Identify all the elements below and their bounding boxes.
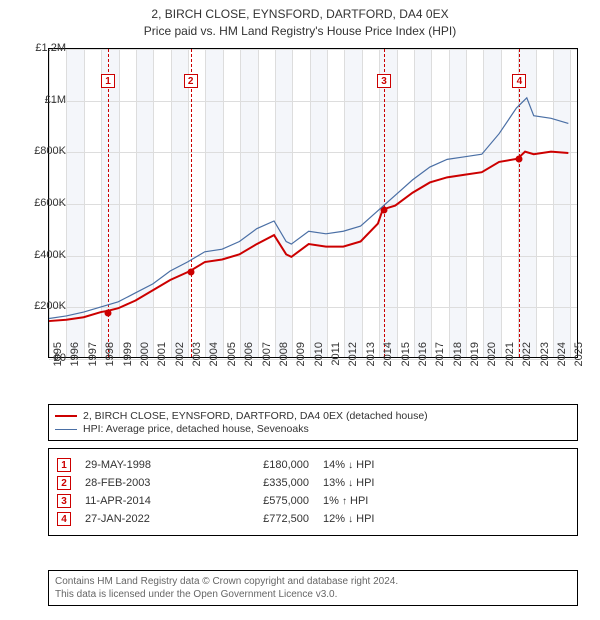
x-axis-label: 2020 bbox=[486, 342, 498, 382]
x-axis-label: 1997 bbox=[87, 342, 99, 382]
x-axis-label: 2003 bbox=[191, 342, 203, 382]
x-axis-label: 2021 bbox=[504, 342, 516, 382]
x-axis-label: 2006 bbox=[243, 342, 255, 382]
legend: 2, BIRCH CLOSE, EYNSFORD, DARTFORD, DA4 … bbox=[48, 404, 578, 441]
x-axis-label: 2000 bbox=[139, 342, 151, 382]
title-block: 2, BIRCH CLOSE, EYNSFORD, DARTFORD, DA4 … bbox=[0, 0, 600, 42]
x-axis-label: 2022 bbox=[521, 342, 533, 382]
y-axis-label: £800K bbox=[24, 145, 66, 157]
y-axis-label: £1.2M bbox=[24, 42, 66, 54]
x-axis-label: 2015 bbox=[400, 342, 412, 382]
y-axis-label: £400K bbox=[24, 249, 66, 261]
footer-line-1: Contains HM Land Registry data © Crown c… bbox=[55, 575, 571, 588]
chart-container: 2, BIRCH CLOSE, EYNSFORD, DARTFORD, DA4 … bbox=[0, 0, 600, 620]
sale-number-box: 3 bbox=[57, 494, 71, 508]
legend-label: HPI: Average price, detached house, Seve… bbox=[83, 423, 309, 435]
y-axis-label: £1M bbox=[24, 94, 66, 106]
x-axis-label: 2009 bbox=[295, 342, 307, 382]
title-address: 2, BIRCH CLOSE, EYNSFORD, DARTFORD, DA4 … bbox=[0, 6, 600, 23]
sale-row: 2 28-FEB-2003 £335,000 13% ↓ HPI bbox=[57, 476, 569, 490]
chart-area: 1234 bbox=[48, 48, 578, 358]
series-price_paid bbox=[49, 152, 568, 321]
x-axis-label: 2002 bbox=[174, 342, 186, 382]
x-axis-label: 2011 bbox=[330, 342, 342, 382]
sale-row: 1 29-MAY-1998 £180,000 14% ↓ HPI bbox=[57, 458, 569, 472]
title-subtitle: Price paid vs. HM Land Registry's House … bbox=[0, 23, 600, 40]
x-axis-label: 2007 bbox=[261, 342, 273, 382]
legend-item: 2, BIRCH CLOSE, EYNSFORD, DARTFORD, DA4 … bbox=[55, 410, 571, 422]
x-axis-label: 2001 bbox=[156, 342, 168, 382]
x-axis-label: 2018 bbox=[452, 342, 464, 382]
sale-row: 4 27-JAN-2022 £772,500 12% ↓ HPI bbox=[57, 512, 569, 526]
sale-date: 11-APR-2014 bbox=[85, 495, 205, 507]
y-axis-label: £200K bbox=[24, 300, 66, 312]
sale-diff: 12% ↓ HPI bbox=[323, 513, 423, 525]
x-axis-label: 2012 bbox=[347, 342, 359, 382]
x-axis-label: 2008 bbox=[278, 342, 290, 382]
chart-lines bbox=[49, 49, 577, 357]
footer: Contains HM Land Registry data © Crown c… bbox=[48, 570, 578, 606]
sale-price: £772,500 bbox=[219, 513, 309, 525]
x-axis-label: 2014 bbox=[382, 342, 394, 382]
x-axis-label: 1995 bbox=[52, 342, 64, 382]
sale-price: £180,000 bbox=[219, 459, 309, 471]
x-axis-label: 2010 bbox=[313, 342, 325, 382]
x-axis-label: 2016 bbox=[417, 342, 429, 382]
sale-row: 3 11-APR-2014 £575,000 1% ↑ HPI bbox=[57, 494, 569, 508]
sale-diff: 14% ↓ HPI bbox=[323, 459, 423, 471]
legend-item: HPI: Average price, detached house, Seve… bbox=[55, 423, 571, 435]
x-axis-label: 2013 bbox=[365, 342, 377, 382]
legend-swatch bbox=[55, 415, 77, 417]
sale-number-box: 4 bbox=[57, 512, 71, 526]
sale-number-box: 1 bbox=[57, 458, 71, 472]
x-axis-label: 2004 bbox=[208, 342, 220, 382]
x-axis-label: 2017 bbox=[434, 342, 446, 382]
x-axis-label: 1999 bbox=[122, 342, 134, 382]
sale-price: £575,000 bbox=[219, 495, 309, 507]
x-axis-label: 2005 bbox=[226, 342, 238, 382]
x-axis-label: 2025 bbox=[573, 342, 585, 382]
sale-date: 28-FEB-2003 bbox=[85, 477, 205, 489]
sale-date: 29-MAY-1998 bbox=[85, 459, 205, 471]
x-axis-label: 2024 bbox=[556, 342, 568, 382]
y-axis-label: £600K bbox=[24, 197, 66, 209]
legend-swatch bbox=[55, 429, 77, 430]
sale-number-box: 2 bbox=[57, 476, 71, 490]
series-hpi bbox=[49, 98, 568, 319]
x-axis-label: 1998 bbox=[104, 342, 116, 382]
sales-table: 1 29-MAY-1998 £180,000 14% ↓ HPI 2 28-FEB-200… bbox=[48, 448, 578, 536]
legend-label: 2, BIRCH CLOSE, EYNSFORD, DARTFORD, DA4 … bbox=[83, 410, 428, 422]
sale-price: £335,000 bbox=[219, 477, 309, 489]
footer-line-2: This data is licensed under the Open Gov… bbox=[55, 588, 571, 601]
sale-date: 27-JAN-2022 bbox=[85, 513, 205, 525]
x-axis-label: 2019 bbox=[469, 342, 481, 382]
x-axis-label: 2023 bbox=[539, 342, 551, 382]
x-axis-label: 1996 bbox=[69, 342, 81, 382]
sale-diff: 13% ↓ HPI bbox=[323, 477, 423, 489]
sale-diff: 1% ↑ HPI bbox=[323, 495, 423, 507]
